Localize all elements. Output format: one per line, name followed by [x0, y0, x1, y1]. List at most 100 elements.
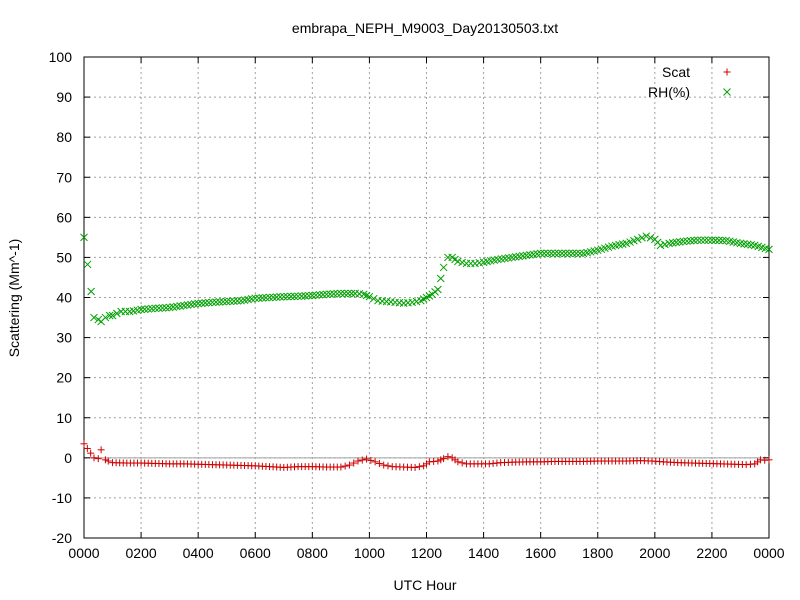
- x-tick-label: 0200: [126, 545, 157, 561]
- rh-point: [229, 297, 238, 305]
- rh-point: [436, 274, 445, 283]
- rh-point: [201, 299, 210, 307]
- y-tick-label: 70: [56, 169, 72, 185]
- scat-point: [345, 461, 353, 469]
- x-tick-label: 1000: [354, 545, 385, 561]
- rh-point: [551, 249, 559, 258]
- y-tick-label: 40: [56, 290, 72, 306]
- scat-point: [437, 456, 445, 464]
- rh-point: [219, 297, 227, 306]
- rh-point: [765, 245, 773, 254]
- scat-point: [83, 444, 91, 452]
- rh-point: [554, 249, 563, 258]
- rh-point: [294, 292, 302, 301]
- rh-point: [162, 303, 170, 312]
- rh-point: [233, 297, 242, 305]
- scat-point: [354, 457, 362, 465]
- rh-point: [683, 237, 691, 245]
- x-tick-label: 2200: [696, 545, 727, 561]
- rh-point: [262, 293, 270, 302]
- rh-point: [251, 294, 260, 303]
- rh-point: [439, 263, 448, 272]
- rh-point: [565, 249, 574, 258]
- y-tick-label: 100: [49, 49, 73, 65]
- rh-point: [151, 304, 160, 313]
- legend-marker-symbol: [723, 88, 731, 96]
- scat-point: [415, 463, 423, 471]
- scat-point: [104, 457, 112, 465]
- scat-point: [94, 455, 102, 463]
- rh-point: [322, 290, 331, 299]
- x-tick-label: 1200: [411, 545, 442, 561]
- rh-point: [144, 305, 153, 313]
- x-tick-label: 1600: [525, 545, 556, 561]
- rh-point: [258, 294, 267, 302]
- rh-point: [158, 304, 167, 312]
- y-tick-label: -10: [52, 490, 72, 506]
- legend-marker-scat: [723, 68, 731, 76]
- rh-point: [690, 236, 698, 245]
- rh-point: [340, 289, 349, 298]
- scat-point: [101, 456, 109, 464]
- rh-point: [155, 304, 163, 312]
- x-tick-label: 2000: [639, 545, 670, 561]
- legend-marker-rh: [723, 88, 731, 96]
- rh-point: [112, 309, 121, 318]
- x-tick-label: 0800: [297, 545, 328, 561]
- y-tick-label: 10: [56, 410, 72, 426]
- rh-point: [315, 291, 324, 299]
- rh-point: [140, 305, 149, 314]
- rh-point: [337, 289, 345, 298]
- scat-point: [337, 463, 345, 471]
- rh-point: [197, 299, 206, 308]
- rh-point: [147, 304, 156, 313]
- scat-point: [350, 459, 358, 467]
- rh-point: [633, 235, 642, 244]
- x-axis-label: UTC Hour: [393, 577, 456, 593]
- scat-point: [765, 456, 773, 464]
- rh-point: [642, 232, 651, 241]
- scat-point: [434, 457, 442, 465]
- y-tick-label: 50: [56, 249, 72, 265]
- y-tick-label: 80: [56, 129, 72, 145]
- rh-point: [304, 291, 313, 300]
- rh-point: [205, 298, 213, 307]
- rh-point: [308, 291, 317, 300]
- rh-point: [87, 287, 95, 296]
- data-marks: [80, 232, 773, 471]
- scat-point: [367, 456, 375, 464]
- legend-marker-symbol: [723, 68, 731, 76]
- rh-point: [704, 236, 713, 245]
- scat-point: [341, 462, 349, 470]
- rh-point: [697, 236, 706, 245]
- scat-point: [458, 459, 466, 467]
- rh-point: [301, 292, 310, 300]
- rh-point: [679, 237, 688, 246]
- tick-labels: 0000 0200 0400 0600 0800 1000 1200 1400 1600 1800…: [49, 49, 785, 561]
- plot-frame: [83, 56, 770, 539]
- rh-point: [283, 292, 292, 301]
- rh-point: [326, 290, 335, 298]
- rh-point: [576, 249, 584, 258]
- y-tick-label: 90: [56, 89, 72, 105]
- rh-point: [90, 313, 98, 322]
- y-axis-label: Scattering (Mm^-1): [6, 239, 22, 358]
- rh-point: [718, 236, 727, 245]
- x-tick-label: 0000: [753, 545, 784, 561]
- rh-point: [333, 289, 342, 298]
- scat-point: [411, 463, 419, 471]
- rh-point: [194, 299, 203, 308]
- rh-point: [272, 293, 281, 301]
- rh-point: [700, 236, 709, 245]
- y-tick-label: 20: [56, 370, 72, 386]
- rh-point: [543, 249, 552, 258]
- rh-point: [287, 292, 295, 301]
- rh-point: [686, 236, 695, 245]
- rh-point: [254, 294, 263, 302]
- rh-point: [319, 290, 327, 299]
- x-tick-label: 0000: [68, 545, 99, 561]
- x-tick-label: 1800: [582, 545, 613, 561]
- rh-point: [212, 298, 220, 306]
- rh-point: [708, 236, 716, 245]
- rh-point: [215, 298, 224, 306]
